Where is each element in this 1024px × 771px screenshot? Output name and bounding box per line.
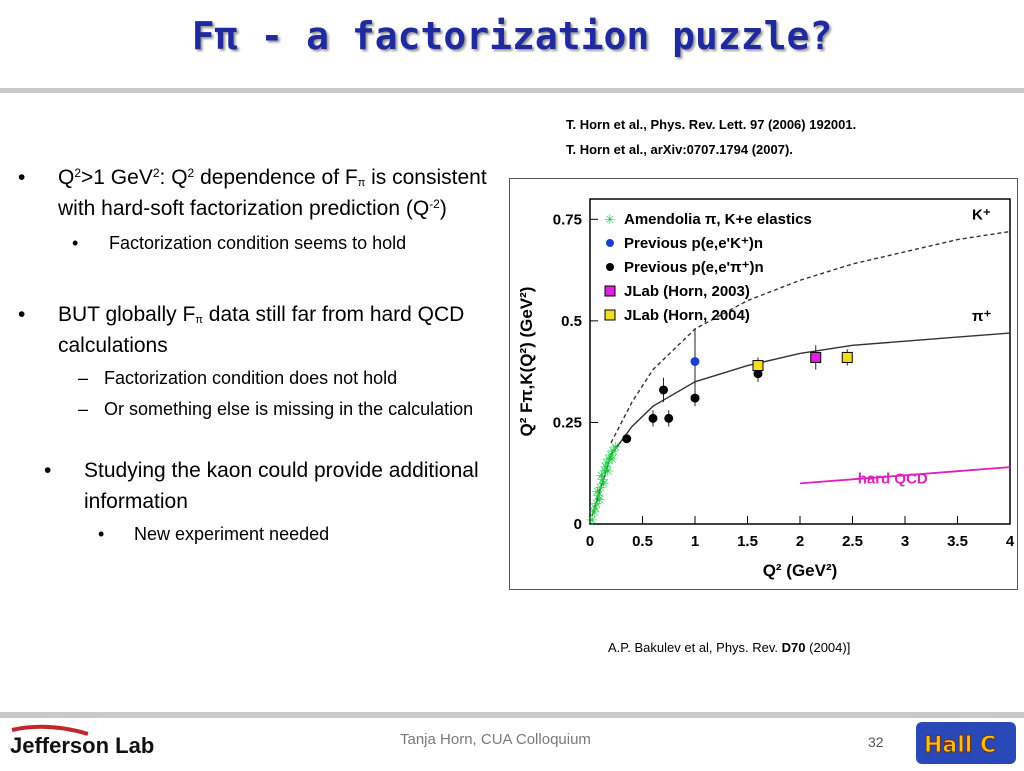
legend-label: Previous p(e,e'π⁺)n	[624, 259, 764, 276]
legend-marker	[604, 309, 616, 321]
data-point: ✳	[609, 440, 621, 456]
curve-	[591, 332, 1011, 517]
x-tick-label: 3.5	[947, 533, 968, 550]
x-tick-label: 3	[901, 533, 909, 550]
reference-1: T. Horn et al., Phys. Rev. Lett. 97 (200…	[566, 117, 857, 132]
data-point	[690, 357, 700, 366]
x-tick-label: 1.5	[737, 533, 758, 550]
curve-label: K⁺	[972, 207, 991, 224]
svg-text:Hall C: Hall C	[924, 733, 996, 758]
x-tick-label: 2	[796, 533, 804, 550]
x-axis-label: Q² (GeV²)	[763, 561, 838, 580]
data-point: ✳	[588, 505, 600, 521]
curve-k	[610, 230, 1011, 444]
data-point: ✳	[590, 497, 602, 513]
data-point: ✳	[595, 480, 607, 496]
data-point	[841, 351, 853, 363]
x-tick-label: 0	[586, 533, 594, 550]
data-point	[664, 413, 674, 423]
data-point	[810, 351, 822, 363]
data-point	[753, 369, 763, 379]
legend-label: JLab (Horn, 2003)	[624, 283, 750, 300]
legend-marker	[606, 263, 614, 271]
data-point: ✳	[599, 464, 611, 480]
x-tick-label: 2.5	[842, 533, 863, 550]
top-divider	[0, 88, 1024, 93]
y-tick-label: 0	[574, 516, 582, 533]
data-point: ✳	[603, 452, 615, 468]
y-tick-label: 0.75	[553, 211, 582, 228]
hall-c-logo: Hall C	[914, 718, 1018, 766]
curve-label: hard QCD	[858, 470, 928, 487]
bullet-2-sub-1: – Factorization condition does not hold	[78, 368, 398, 388]
chart-frame: 0 0.5 1 1.5 2 2.5 3 3.5 4 0 0.25 0.5 0.75 Q² (GeV²) Q²…	[509, 178, 1018, 590]
x-tick-label: 4	[1006, 533, 1015, 550]
bullet-3-sub: • New experiment needed	[98, 524, 330, 544]
data-point	[659, 385, 668, 395]
curve-hardqcd	[799, 466, 1011, 485]
footer-presenter: Tanja Horn, CUA Colloquium	[400, 731, 591, 748]
bullet-2-sub-2: – Or something else is missing in the cal…	[78, 399, 474, 419]
y-tick-label: 0.25	[553, 414, 582, 431]
data-point	[752, 360, 764, 372]
legend-marker	[606, 239, 614, 247]
data-point	[622, 434, 632, 444]
data-point	[648, 413, 658, 423]
jefferson-lab-logo: Jefferson Lab	[8, 724, 178, 760]
x-tick-label: 1	[691, 533, 699, 550]
y-tick-label: 0.5	[561, 313, 582, 330]
slide-title: Fπ - a factorization puzzle?	[191, 14, 833, 58]
bottom-divider	[0, 712, 1024, 718]
data-point: ✳	[606, 452, 618, 468]
legend-label: Amendolia π, K+e elastics	[624, 211, 812, 228]
bullet-2: • BUT globally Fπ data still far from har…	[18, 303, 465, 357]
data-point: ✳	[598, 476, 610, 492]
y-axis-label: Q² Fπ,K(Q²) (GeV²)	[517, 287, 536, 437]
data-point: ✳	[591, 485, 603, 501]
data-point: ✳	[594, 493, 606, 509]
legend-label: JLab (Horn, 2004)	[624, 307, 750, 324]
bullet-1-sub: • Factorization condition seems to hold	[72, 233, 407, 253]
factorization-chart: 0 0.5 1 1.5 2 2.5 3 3.5 4 0 0.25 0.5 0.75 Q² (GeV²) Q²…	[517, 198, 1015, 580]
data-point: ✳	[597, 472, 609, 488]
data-point	[690, 393, 700, 403]
data-point: ✳	[600, 460, 612, 476]
legend-label: Previous p(e,e'K⁺)n	[624, 235, 763, 252]
data-point: ✳	[596, 468, 608, 484]
data-point: ✳	[602, 464, 614, 480]
reference-2: T. Horn et al., arXiv:0707.1794 (2007).	[566, 142, 793, 157]
data-point: ✳	[589, 501, 601, 517]
legend-marker: ✳	[605, 213, 616, 228]
bullet-list: • Q2>1 GeV2: Q2 dependence of Fπ is consi…	[16, 162, 496, 548]
bullet-3: • Studying the kaon could provide additio…	[44, 459, 479, 513]
x-tick-label: 0.5	[632, 533, 653, 550]
bullet-1: • Q2>1 GeV2: Q2 dependence of Fπ is consi…	[18, 166, 487, 220]
curve-label: π⁺	[972, 308, 991, 325]
bakulev-reference: A.P. Bakulev et al, Phys. Rev. D70 (2004…	[608, 640, 851, 655]
page-number: 32	[868, 734, 884, 750]
data-point: ✳	[607, 444, 619, 460]
data-point: ✳	[605, 448, 617, 464]
legend-marker	[604, 285, 616, 297]
data-point: ✳	[593, 489, 605, 505]
svg-text:Jefferson Lab: Jefferson Lab	[10, 733, 154, 758]
data-point: ✳	[586, 513, 598, 529]
data-point: ✳	[601, 456, 613, 472]
